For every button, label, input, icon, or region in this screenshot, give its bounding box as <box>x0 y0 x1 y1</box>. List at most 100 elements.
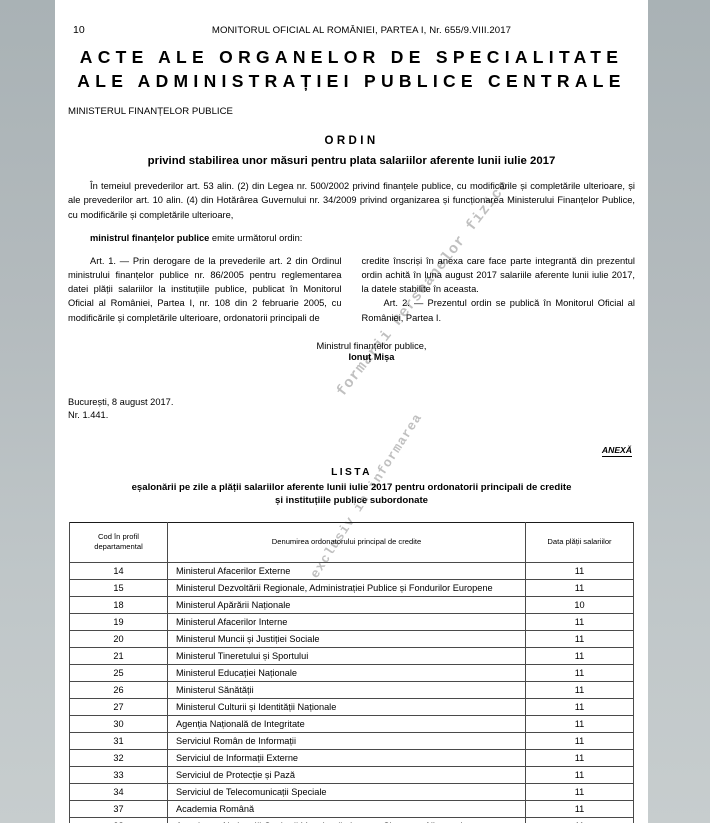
page-number: 10 <box>73 24 85 36</box>
cell-institution-name: Ministerul Apărării Naționale <box>167 595 526 614</box>
cell-institution-name: Ministerul Afacerilor Externe <box>167 561 526 580</box>
page-title-line-1: ACTE ALE ORGANELOR DE SPECIALITATE <box>79 47 624 67</box>
cell-payment-day: 11 <box>525 578 634 597</box>
cell-code: 37 <box>69 799 168 818</box>
table-row: 25 Ministerul Educației Naționale 11 <box>69 663 634 682</box>
annex-list-heading: LISTA <box>331 466 372 478</box>
table-row: 26 Ministerul Sănătății 11 <box>69 680 634 699</box>
cell-code: 30 <box>69 714 168 733</box>
cell-institution-name: Ministerul Muncii și Justiției Sociale <box>167 629 526 648</box>
cell-payment-day: 11 <box>525 561 634 580</box>
cell-institution-name: Serviciul de Telecomunicații Speciale <box>167 782 526 801</box>
cell-code: 33 <box>69 765 168 784</box>
cell-institution-name: Autoritatea Națională Sanitară Veterinar… <box>167 816 526 823</box>
cell-code: 38 <box>69 816 168 823</box>
table-row: 18 Ministerul Apărării Naționale 10 <box>69 595 634 614</box>
preamble-paragraph: În temeiul prevederilor art. 53 alin. (2… <box>68 181 635 220</box>
cell-code: 32 <box>69 748 168 767</box>
cell-institution-name: Serviciul de Protecție și Pază <box>167 765 526 784</box>
annex-list-subtitle: eșalonării pe zile a plății salariilor a… <box>77 481 626 507</box>
page-title: ACTE ALE ORGANELOR DE SPECIALITATE ALE A… <box>55 45 648 93</box>
issue-details: București, 8 august 2017. Nr. 1.441. <box>68 396 648 423</box>
cell-code: 19 <box>69 612 168 631</box>
signature-block: Ministrul finanțelor publice, Ionuț Mișa <box>55 341 648 362</box>
signatory-role: Ministrul finanțelor publice, <box>316 340 427 351</box>
table-row: 34 Serviciul de Telecomunicații Speciale 1… <box>69 782 634 801</box>
page-title-line-2: ALE ADMINISTRAȚIEI PUBLICE CENTRALE <box>77 71 626 92</box>
cell-institution-name: Ministerul Educației Naționale <box>167 663 526 682</box>
table-row: 14 Ministerul Afacerilor Externe 11 <box>69 561 634 580</box>
table-row: 20 Ministerul Muncii și Justiției Sociale… <box>69 629 634 648</box>
document-page: formarii Persoanelor fizice exclusiv in … <box>55 0 648 823</box>
table-row: 31 Serviciul Român de Informații 11 <box>69 731 634 750</box>
cell-institution-name: Ministerul Dezvoltării Regionale, Admini… <box>167 578 526 597</box>
cell-institution-name: Serviciul Român de Informații <box>167 731 526 750</box>
cell-payment-day: 11 <box>525 765 634 784</box>
cell-code: 25 <box>69 663 168 682</box>
cell-payment-day: 11 <box>525 799 634 818</box>
cell-payment-day: 11 <box>525 612 634 631</box>
column-header-date: Data plății salariilor <box>525 522 634 563</box>
cell-payment-day: 11 <box>525 816 634 823</box>
cell-payment-day: 11 <box>525 629 634 648</box>
cell-payment-day: 11 <box>525 782 634 801</box>
cell-payment-day: 11 <box>525 714 634 733</box>
table-row: 38Autoritatea Națională Sanitară Veterin… <box>69 816 634 823</box>
cell-payment-day: 11 <box>525 731 634 750</box>
annex-table: Cod în profil departamental Denumirea or… <box>69 522 634 823</box>
column-header-name: Denumirea ordonatorului principal de cre… <box>167 522 526 563</box>
table-row: 33 Serviciul de Protecție și Pază 11 <box>69 765 634 784</box>
cell-institution-name: Ministerul Sănătății <box>167 680 526 699</box>
annex-label: ANEXĂ <box>55 444 632 457</box>
table-row: 37 Academia Română 11 <box>69 799 634 818</box>
article-1-text-right: credite înscriși în anexa care face part… <box>361 255 636 295</box>
table-row: 15 Ministerul Dezvoltării Regionale, Admi… <box>69 578 634 597</box>
cell-institution-name: Ministerul Afacerilor Interne <box>167 612 526 631</box>
table-header-row: Cod în profil departamental Denumirea or… <box>69 522 634 563</box>
cell-payment-day: 11 <box>525 748 634 767</box>
emits-paragraph: ministrul finanțelor publice emite următ… <box>68 233 635 243</box>
cell-code: 26 <box>69 680 168 699</box>
cell-code: 14 <box>69 561 168 580</box>
issue-number: Nr. 1.441. <box>68 410 109 421</box>
cell-payment-day: 10 <box>525 595 634 614</box>
table-row: 32 Serviciul de Informații Externe 11 <box>69 748 634 767</box>
cell-code: 15 <box>69 578 168 597</box>
table-row: 19 Ministerul Afacerilor Interne 11 <box>69 612 634 631</box>
annex-label-text: ANEXĂ <box>601 444 632 457</box>
cell-code: 20 <box>69 629 168 648</box>
article-1-text-left: Art. 1. — Prin derogare de la prevederil… <box>68 255 342 323</box>
annex-list-subtitle-line-2: și instituțiile publice subordonate <box>275 494 428 506</box>
column-header-code: Cod în profil departamental <box>69 522 168 563</box>
cell-code: 27 <box>69 697 168 716</box>
table-row: 21 Ministerul Tineretului și Sportului 11 <box>69 646 634 665</box>
cell-code: 21 <box>69 646 168 665</box>
cell-code: 31 <box>69 731 168 750</box>
cell-payment-day: 11 <box>525 646 634 665</box>
issue-place-date: București, 8 august 2017. <box>68 396 174 407</box>
running-header-title: MONITORUL OFICIAL AL ROMÂNIEI, PARTEA I,… <box>211 25 512 36</box>
signatory-name: Ionuț Mișa <box>348 351 395 362</box>
cell-code: 18 <box>69 595 168 614</box>
article-2-text: Art. 2. — Prezentul ordin se publică în … <box>361 298 636 323</box>
article-column-right: credite înscriși în anexa care face part… <box>362 254 636 325</box>
cell-institution-name: Serviciul de Informații Externe <box>167 748 526 767</box>
cell-payment-day: 11 <box>525 663 634 682</box>
article-column-left: Art. 1. — Prin derogare de la prevederil… <box>68 254 342 325</box>
issuing-ministry: MINISTERUL FINANȚELOR PUBLICE <box>68 106 233 118</box>
table-row: 27 Ministerul Culturii și Identității Naț… <box>69 697 634 716</box>
cell-institution-name: Ministerul Tineretului și Sportului <box>167 646 526 665</box>
table-row: 30 Agenția Națională de Integritate 11 <box>69 714 634 733</box>
annex-list-subtitle-line-1: eșalonării pe zile a plății salariilor a… <box>131 481 572 493</box>
article-columns: Art. 1. — Prin derogare de la prevederil… <box>68 254 635 325</box>
annex-table-wrapper: Cod în profil departamental Denumirea or… <box>69 522 634 823</box>
cell-institution-name: Agenția Națională de Integritate <box>167 714 526 733</box>
emits-rest-label: emite următorul ordin: <box>209 232 303 243</box>
emits-issuer-label: ministrul finanțelor publice <box>90 232 210 243</box>
cell-institution-name: Academia Română <box>167 799 526 818</box>
cell-code: 34 <box>69 782 168 801</box>
cell-institution-name: Ministerul Culturii și Identității Națio… <box>167 697 526 716</box>
act-subject-heading: privind stabilirea unor măsuri pentru pl… <box>147 155 556 168</box>
running-header: 10 MONITORUL OFICIAL AL ROMÂNIEI, PARTEA… <box>55 0 648 36</box>
act-type-heading: ORDIN <box>324 135 379 148</box>
